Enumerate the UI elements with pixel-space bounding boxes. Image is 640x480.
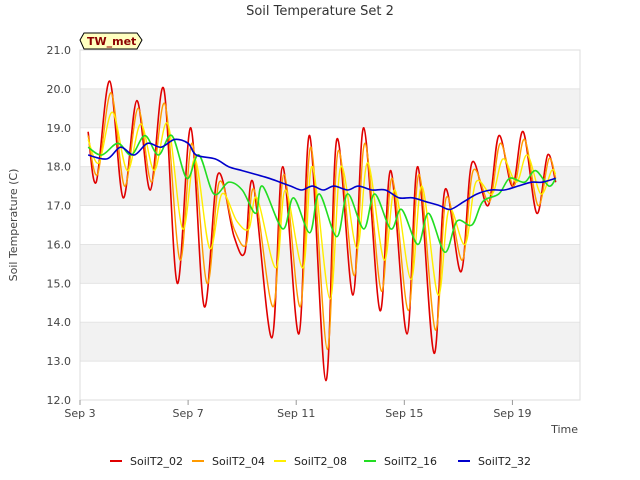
legend-label: SoilT2_16 (384, 455, 437, 468)
y-tick-label: 14.0 (47, 316, 72, 329)
legend-label: SoilT2_04 (212, 455, 265, 468)
legend-label: SoilT2_32 (478, 455, 531, 468)
y-axis-title: Soil Temperature (C) (7, 169, 20, 282)
series-layer (87, 80, 557, 382)
y-tick-label: 20.0 (47, 83, 72, 96)
y-tick-label: 19.0 (47, 122, 72, 135)
legend-label: SoilT2_02 (130, 455, 183, 468)
y-tick-label: 13.0 (47, 355, 72, 368)
y-tick-label: 16.0 (47, 238, 72, 251)
grid-band (80, 244, 580, 284)
x-axis-title: Time (550, 423, 578, 436)
y-tick-label: 12.0 (47, 394, 72, 407)
grid-band (80, 361, 580, 400)
y-tick-label: 17.0 (47, 200, 72, 213)
site-badge-label: TW_met (87, 35, 136, 48)
series-line-soilt2_16 (87, 134, 557, 254)
series-line-soilt2_08 (87, 111, 557, 300)
plot-frame (79, 49, 581, 401)
plot-background (80, 50, 580, 401)
grid-band (80, 88, 580, 128)
y-tick-label: 15.0 (47, 277, 72, 290)
series-line-soilt2_02 (87, 80, 557, 382)
grid-band (80, 205, 580, 245)
x-tick-label: Sep 11 (277, 407, 315, 420)
grid-band (80, 166, 580, 206)
x-axis-ticks: Sep 3 Sep 7 Sep 11 Sep 15 Sep 19 (64, 400, 532, 420)
y-tick-label: 18.0 (47, 161, 72, 174)
x-tick-label: Sep 7 (172, 407, 203, 420)
y-axis-ticks: 12.0 13.0 14.0 15.0 16.0 17.0 18.0 19.0 20.0 21.0 (47, 44, 72, 407)
y-tick-label: 21.0 (47, 44, 72, 57)
legend: SoilT2_02 SoilT2_04 SoilT2_08 SoilT2_16 Soil… (110, 455, 531, 468)
site-badge: TW_met (79, 32, 143, 50)
legend-label: SoilT2_08 (294, 455, 347, 468)
x-tick-label: Sep 15 (385, 407, 423, 420)
series-line-soilt2_32 (87, 138, 556, 211)
series-line-soilt2_04 (87, 92, 557, 351)
x-tick-label: Sep 19 (493, 407, 531, 420)
grid-band (80, 50, 580, 89)
x-tick-label: Sep 3 (64, 407, 95, 420)
chart-title: Soil Temperature Set 2 (246, 4, 394, 19)
